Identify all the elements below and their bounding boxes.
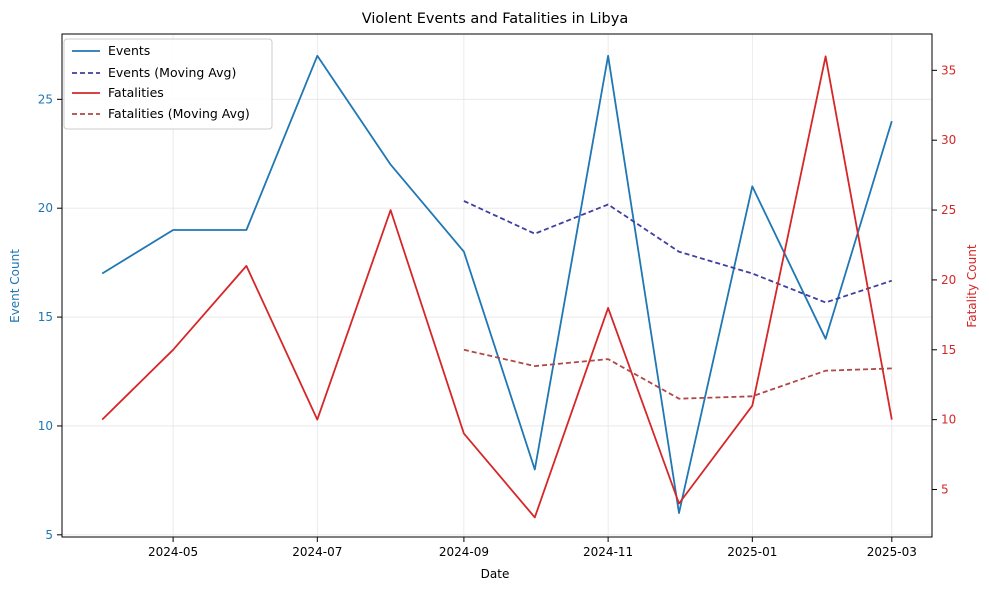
plot-frame	[61, 33, 933, 538]
series-line-events-moving-avg	[463, 200, 893, 304]
chart-title: Violent Events and Fatalities in Libya	[362, 11, 628, 27]
y-left-tick-label: 10	[38, 419, 53, 433]
legend-entry-fatalities-moving-avg: Fatalities (Moving Avg)	[108, 106, 250, 121]
legend-entry-fatalities: Fatalities	[108, 85, 164, 100]
y-axis-right: 5 10 15 20 25 30 35	[932, 63, 956, 496]
x-axis-label: Date	[481, 567, 510, 581]
series-line-fatalities	[101, 55, 893, 519]
x-tick-label: 2024-05	[148, 545, 198, 559]
legend-entry-events-moving-avg: Events (Moving Avg)	[108, 65, 236, 80]
y-left-tick-label: 5	[45, 528, 53, 542]
y-right-tick-label: 10	[941, 413, 956, 427]
y-right-tick-label: 20	[941, 273, 956, 287]
series-line-fatalities-moving-avg	[463, 348, 892, 400]
x-tick-label: 2025-01	[727, 545, 777, 559]
y-right-tick-label: 30	[941, 133, 956, 147]
x-tick-label: 2024-07	[292, 545, 342, 559]
y-axis-left: 5 10 15 20 25	[38, 92, 62, 542]
y-axis-left-label: Event Count	[8, 249, 22, 323]
y-right-tick-label: 15	[941, 343, 956, 357]
y-right-tick-label: 5	[941, 482, 949, 496]
x-tick-label: 2024-11	[583, 545, 633, 559]
x-axis: 2024-05 2024-07 2024-09 2024-11 2025-01 2025-…	[148, 537, 917, 559]
y-left-tick-label: 25	[38, 92, 53, 106]
y-left-tick-label: 15	[38, 310, 53, 324]
y-axis-right-label: Fatality Count	[965, 244, 979, 327]
y-right-tick-label: 25	[941, 203, 956, 217]
legend-box	[63, 38, 273, 130]
x-tick-label: 2025-03	[867, 545, 917, 559]
y-left-tick-label: 20	[38, 201, 53, 215]
legend: Events Events (Moving Avg) Fatalities Fa…	[63, 38, 273, 130]
series-line-events	[101, 54, 893, 514]
legend-entry-events: Events	[108, 43, 150, 58]
y-right-tick-label: 35	[941, 63, 956, 77]
x-tick-label: 2024-09	[439, 545, 489, 559]
series-lines	[101, 54, 893, 519]
